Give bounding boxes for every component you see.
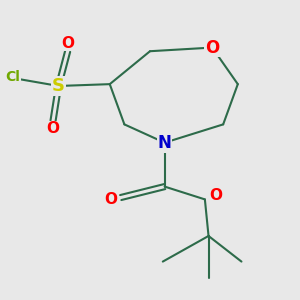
Text: O: O [104,192,117,207]
Text: O: O [209,188,222,203]
Text: S: S [52,77,65,95]
Text: N: N [158,134,172,152]
Text: O: O [61,36,74,51]
Text: O: O [205,39,219,57]
Text: Cl: Cl [5,70,20,84]
Text: O: O [46,121,59,136]
